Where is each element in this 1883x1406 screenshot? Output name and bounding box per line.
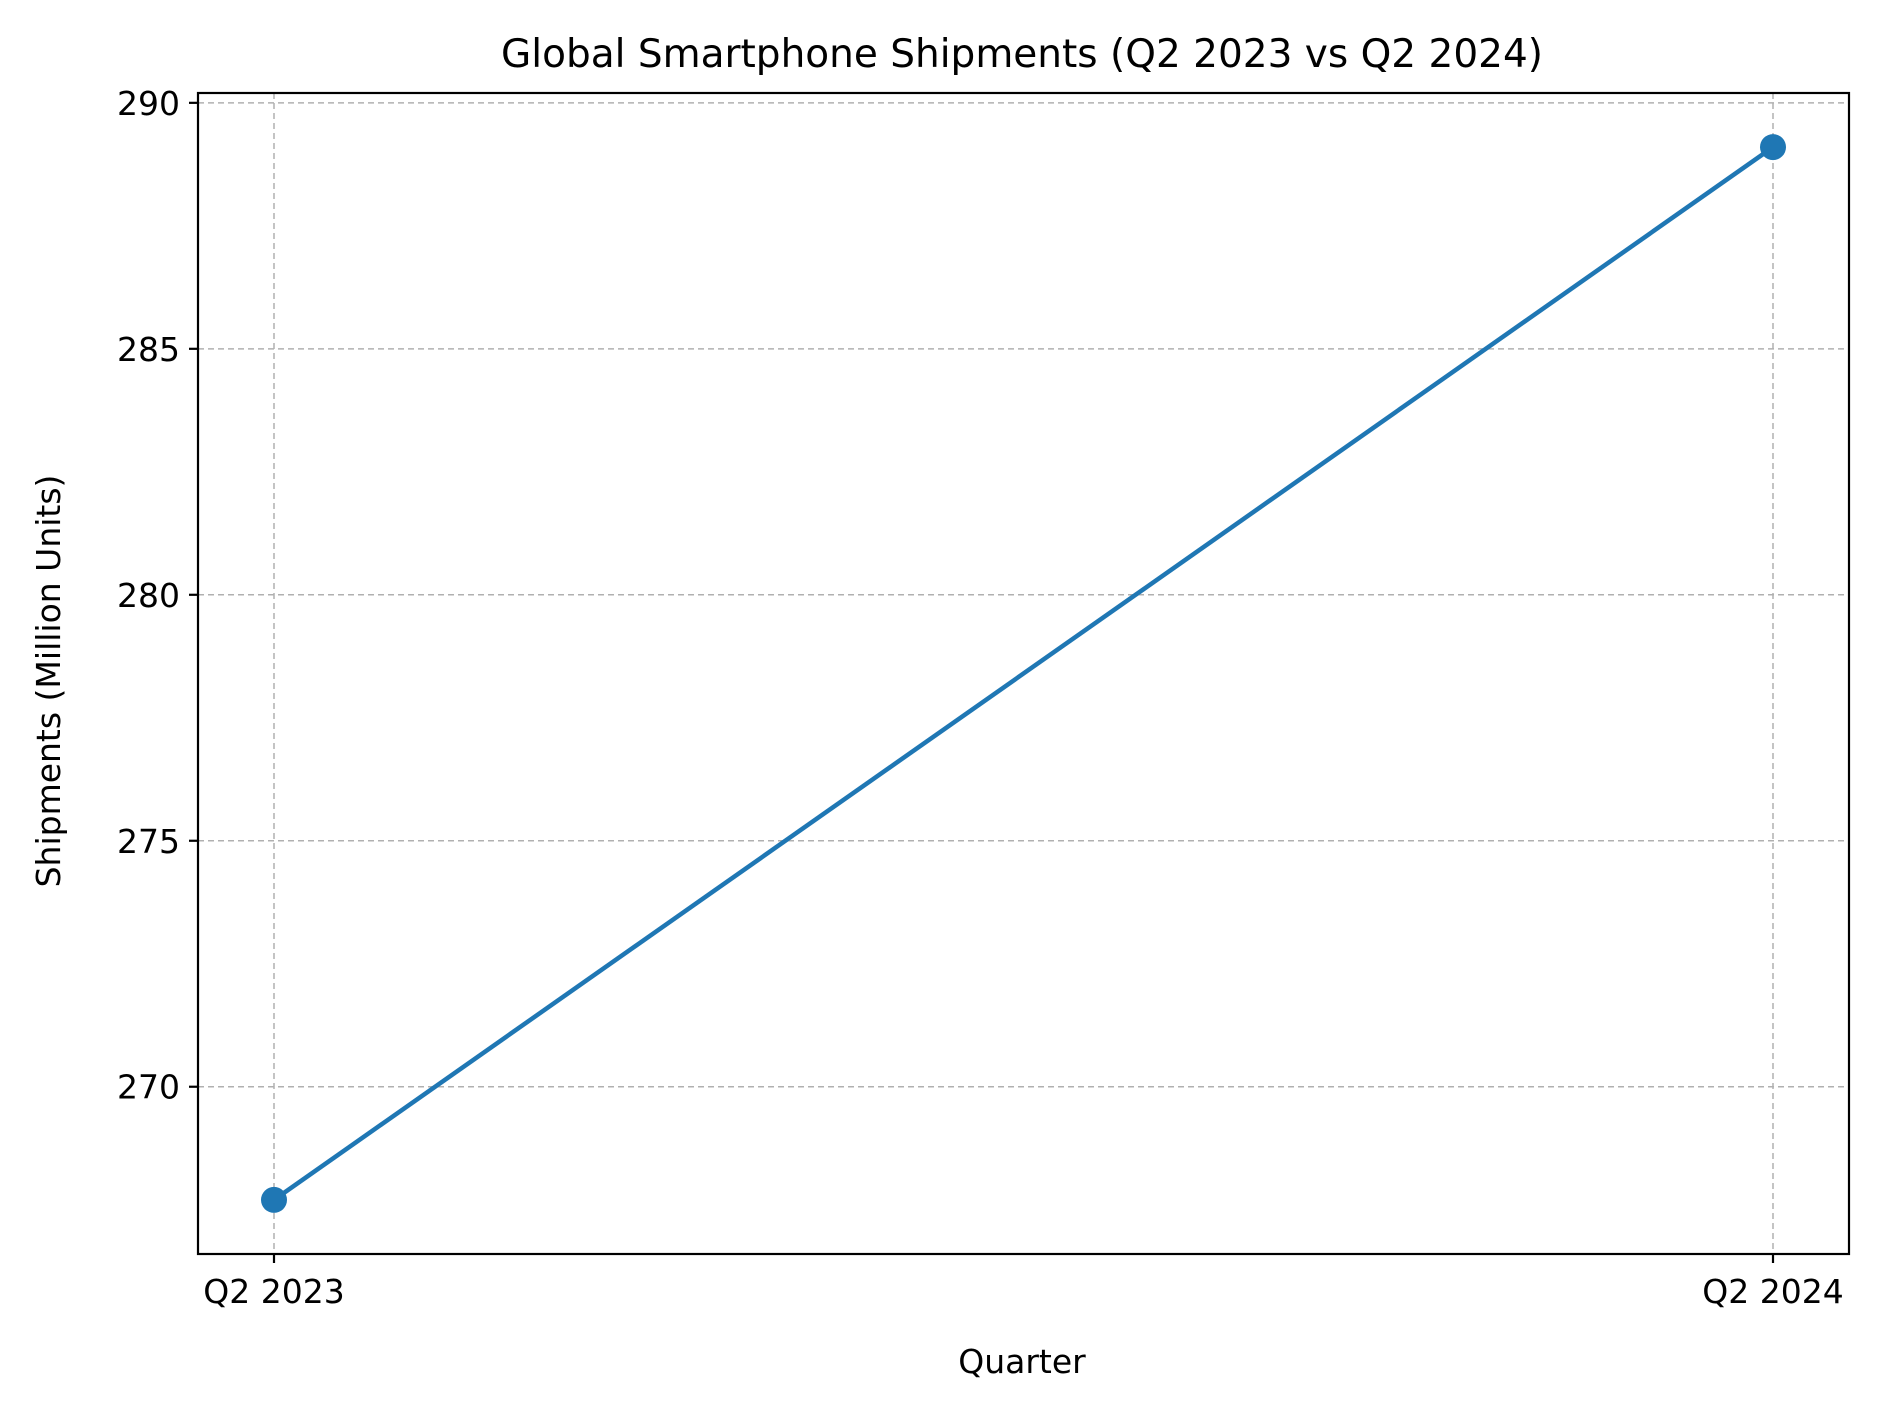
chart-title: Global Smartphone Shipments (Q2 2023 vs … <box>501 32 1543 77</box>
y-tick-label: 280 <box>117 576 180 615</box>
plot-frame <box>196 91 1851 1256</box>
x-tick-label: Q2 2023 <box>203 1272 344 1311</box>
y-tick-label: 270 <box>117 1068 180 1107</box>
series-layer <box>261 134 1786 1213</box>
series-line <box>272 145 1775 1202</box>
x-tick-label: Q2 2024 <box>1702 1272 1843 1311</box>
grid-lines <box>198 93 1849 1254</box>
data-point-q2-2023 <box>261 1186 287 1213</box>
y-axis-label: Shipments (Million Units) <box>29 475 68 888</box>
y-tick-label: 290 <box>117 84 180 123</box>
x-axis-label: Quarter <box>958 1342 1086 1381</box>
y-tick-label: 275 <box>117 822 180 861</box>
data-point-q2-2024 <box>1760 134 1786 161</box>
y-tick-label: 285 <box>117 330 180 369</box>
y-axis-ticks: 270 275 280 285 290 <box>117 84 198 1107</box>
x-axis-ticks: Q2 2023 Q2 2024 <box>203 1254 1844 1311</box>
